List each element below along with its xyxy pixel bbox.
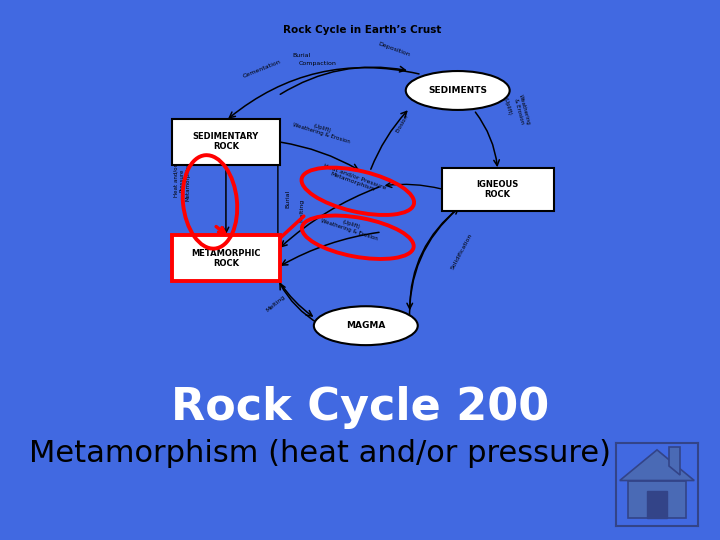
Polygon shape [670, 447, 680, 475]
Polygon shape [647, 491, 667, 518]
Ellipse shape [406, 71, 510, 110]
Text: (Uplift): (Uplift) [503, 97, 513, 116]
FancyBboxPatch shape [442, 168, 554, 211]
Text: Deposition: Deposition [377, 42, 410, 58]
Polygon shape [620, 450, 694, 481]
Text: Rock Cycle in Earth’s Crust: Rock Cycle in Earth’s Crust [283, 25, 441, 35]
Text: Erosion: Erosion [395, 114, 409, 134]
Text: Compaction: Compaction [299, 61, 337, 66]
Text: Melting: Melting [266, 294, 287, 313]
Text: Metamorphism (heat and/or pressure): Metamorphism (heat and/or pressure) [29, 439, 611, 468]
Text: SEDIMENTARY
ROCK: SEDIMENTARY ROCK [193, 132, 259, 151]
Text: Rock Cycle 200: Rock Cycle 200 [171, 386, 549, 429]
Ellipse shape [314, 306, 418, 345]
Text: (Uplift)
Weathering & Erosion: (Uplift) Weathering & Erosion [320, 213, 380, 242]
Text: Heat and/or
Pressure
Metamorphism: Heat and/or Pressure Metamorphism [174, 159, 190, 201]
FancyBboxPatch shape [172, 235, 280, 281]
Text: METAMORPHIC
ROCK: METAMORPHIC ROCK [192, 249, 261, 268]
Text: SEDIMENTS: SEDIMENTS [428, 86, 487, 95]
Text: Burial: Burial [293, 53, 311, 58]
Text: Burial: Burial [285, 190, 290, 208]
Text: IGNEOUS
ROCK: IGNEOUS ROCK [477, 180, 519, 199]
Text: Weathering
& Erosion: Weathering & Erosion [513, 93, 531, 127]
Text: (Uplift)
Weathering & Erosion: (Uplift) Weathering & Erosion [292, 117, 352, 145]
Text: Melting: Melting [300, 199, 305, 222]
Text: MAGMA: MAGMA [346, 321, 385, 330]
Text: Solidification: Solidification [450, 232, 473, 270]
Polygon shape [628, 481, 686, 518]
Text: Cementation: Cementation [242, 59, 282, 79]
FancyBboxPatch shape [172, 119, 280, 165]
Text: Heat and/or Pressure
Metamorphism: Heat and/or Pressure Metamorphism [321, 163, 387, 196]
